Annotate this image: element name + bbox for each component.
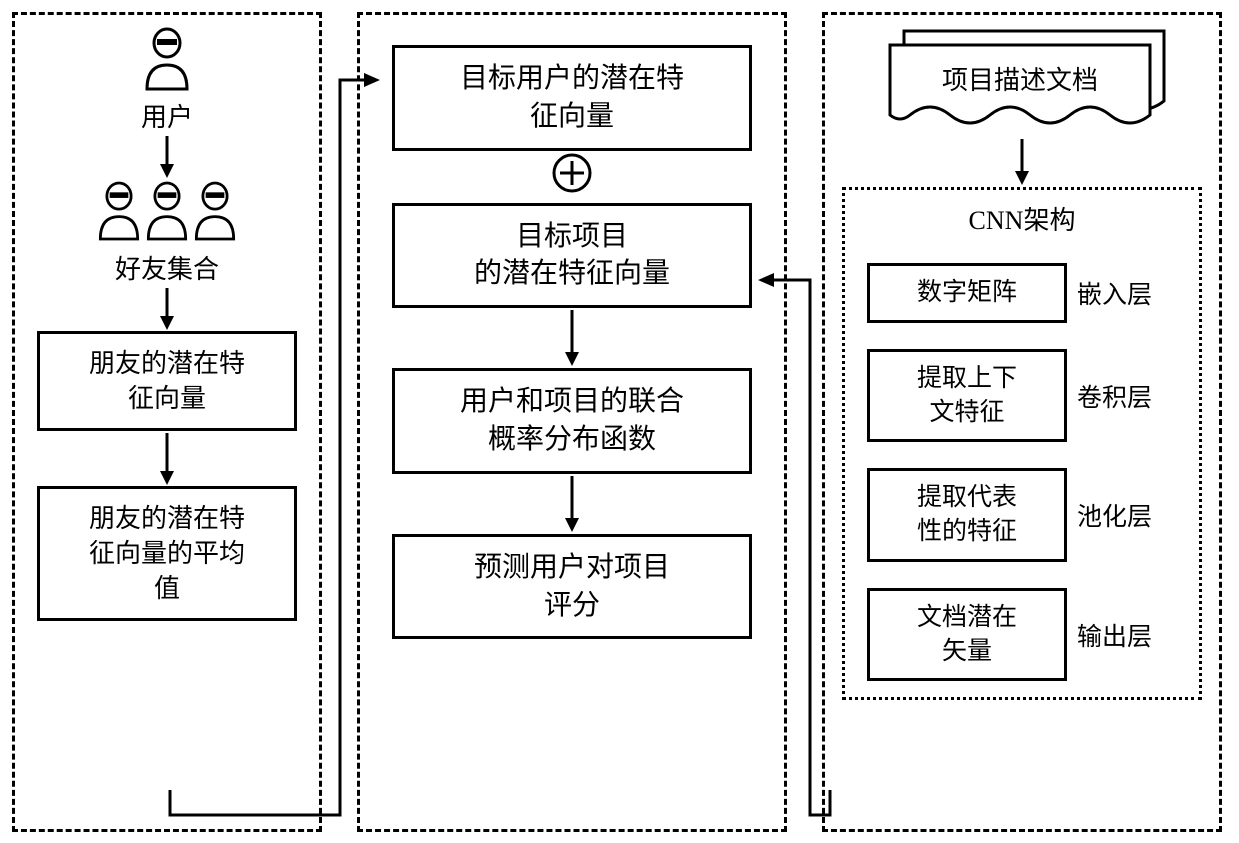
left-column: 用户 好友集合 朋友的潜在特 征向量 朋友的潜在特 征向量的平均 值: [12, 12, 322, 832]
joint-prob-box: 用户和项目的联合 概率分布函数: [392, 368, 752, 474]
predict-rating-box: 预测用户对项目 评分: [392, 534, 752, 640]
arrow-user-to-friends: [155, 134, 179, 179]
friends-latent-avg-box: 朋友的潜在特 征向量的平均 值: [37, 486, 297, 621]
arrow-vector-to-avg: [155, 431, 179, 486]
cnn-pool-label: 池化层: [1077, 497, 1177, 533]
user-label: 用户: [141, 97, 193, 134]
cnn-title: CNN架构: [969, 200, 1076, 237]
cnn-output-label: 输出层: [1077, 617, 1177, 653]
arrow-joint-to-predict: [560, 474, 584, 534]
cnn-row-output: 文档潜在 矢量 输出层: [853, 588, 1191, 682]
arrow-friends-to-vector: [155, 286, 179, 331]
cnn-pool-box: 提取代表 性的特征: [867, 468, 1067, 562]
right-column: 项目描述文档 CNN架构 数字矩阵 嵌入层 提取上下 文特征 卷积层 提取代表 …: [822, 12, 1222, 832]
arrow-doc-to-cnn: [1010, 137, 1034, 187]
cnn-row-embed: 数字矩阵 嵌入层: [853, 263, 1191, 323]
cnn-conv-box: 提取上下 文特征: [867, 349, 1067, 443]
friends-latent-vector-box: 朋友的潜在特 征向量: [37, 331, 297, 431]
plus-icon: [550, 151, 594, 195]
cnn-row-pool: 提取代表 性的特征 池化层: [853, 468, 1191, 562]
doc-label-text: 项目描述文档: [942, 66, 1098, 95]
friends-icon-group: [95, 179, 239, 243]
user-icon: [137, 27, 197, 91]
cnn-output-box: 文档潜在 矢量: [867, 588, 1067, 682]
cnn-frame: CNN架构 数字矩阵 嵌入层 提取上下 文特征 卷积层 提取代表 性的特征 池化…: [842, 187, 1202, 700]
arrow-item-to-joint: [560, 308, 584, 368]
cnn-conv-label: 卷积层: [1077, 378, 1177, 414]
middle-column: 目标用户的潜在特 征向量 目标项目 的潜在特征向量 用户和项目的联合 概率分布函…: [357, 12, 787, 832]
friends-label: 好友集合: [115, 249, 219, 286]
document-stack: 项目描述文档: [882, 27, 1162, 127]
cnn-embed-label: 嵌入层: [1077, 275, 1177, 311]
target-user-latent-box: 目标用户的潜在特 征向量: [392, 45, 752, 151]
target-item-latent-box: 目标项目 的潜在特征向量: [392, 203, 752, 309]
cnn-row-conv: 提取上下 文特征 卷积层: [853, 349, 1191, 443]
cnn-embed-box: 数字矩阵: [867, 263, 1067, 323]
